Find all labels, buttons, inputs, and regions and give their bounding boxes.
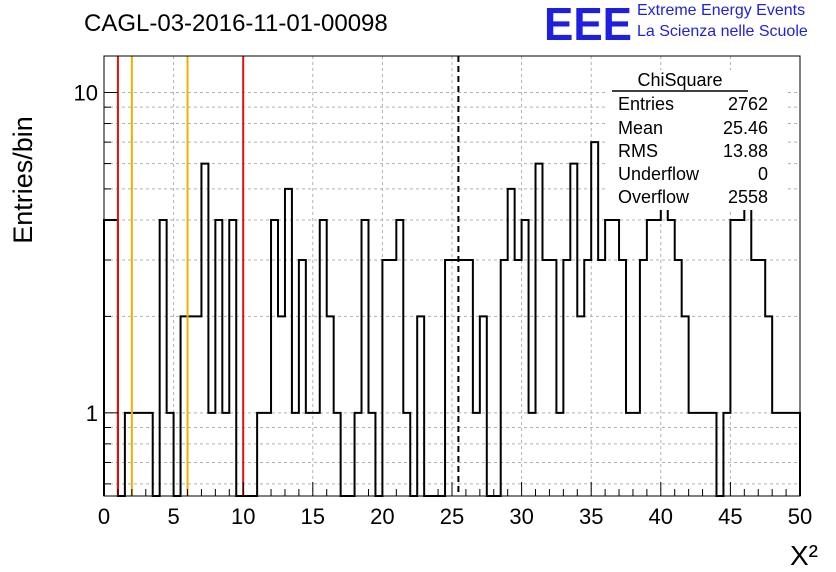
x-tick-label: 20 bbox=[370, 504, 394, 529]
histogram-outline bbox=[103, 141, 801, 497]
histogram-bin bbox=[570, 164, 577, 496]
histogram-bin bbox=[661, 164, 668, 496]
histogram-bin bbox=[445, 260, 452, 496]
histogram-bin bbox=[744, 189, 751, 496]
x-tick-label: 30 bbox=[509, 504, 533, 529]
histogram-bin bbox=[584, 260, 591, 496]
histogram-bin bbox=[536, 164, 543, 496]
x-tick-label: 15 bbox=[301, 504, 325, 529]
stats-label-mean: Mean bbox=[618, 118, 663, 138]
stats-value-mean: 25.46 bbox=[723, 118, 768, 138]
histogram-bin bbox=[466, 260, 473, 496]
x-tick-label: 10 bbox=[231, 504, 255, 529]
stats-value-underflow: 0 bbox=[758, 164, 768, 184]
histogram-bin bbox=[591, 142, 598, 496]
stats-label-overflow: Overflow bbox=[618, 187, 690, 207]
histogram-bin bbox=[111, 220, 118, 496]
histogram-series bbox=[103, 141, 801, 497]
histogram-bin bbox=[188, 316, 195, 496]
logo-line-2: La Scienza nelle Scuole bbox=[637, 23, 808, 40]
histogram-bin bbox=[522, 220, 529, 496]
histogram-bin bbox=[758, 260, 765, 496]
x-tick-label: 45 bbox=[718, 504, 742, 529]
y-tick-label: 1 bbox=[86, 401, 98, 426]
histogram-bin bbox=[271, 220, 278, 496]
histogram-bin bbox=[417, 316, 424, 496]
stats-value-overflow: 2558 bbox=[728, 187, 768, 207]
histogram-bin bbox=[181, 316, 188, 496]
histogram-bin bbox=[327, 316, 334, 496]
histogram-bin bbox=[751, 260, 758, 496]
histogram-bin bbox=[362, 220, 369, 496]
histogram-bin bbox=[480, 316, 487, 496]
histogram-bin bbox=[320, 220, 327, 496]
histogram-bin bbox=[765, 316, 772, 496]
histogram-bin bbox=[382, 260, 389, 496]
histogram-bin bbox=[396, 220, 403, 496]
histogram-bin bbox=[508, 189, 515, 496]
y-axis-label: Entries/bin bbox=[8, 116, 38, 244]
chart-title: CAGL-03-2016-11-01-00098 bbox=[84, 10, 388, 37]
histogram-bin bbox=[577, 316, 584, 496]
histogram-bin bbox=[278, 316, 285, 496]
histogram-bin bbox=[194, 316, 201, 496]
histogram-bin bbox=[201, 164, 208, 496]
histogram-bin bbox=[160, 220, 167, 496]
histogram-bin bbox=[737, 220, 744, 496]
y-tick-label: 10 bbox=[74, 80, 98, 105]
histogram-bin bbox=[640, 260, 647, 496]
stats-value-entries: 2762 bbox=[728, 94, 768, 114]
logo-line-1: Extreme Energy Events bbox=[637, 2, 806, 19]
x-tick-label: 25 bbox=[440, 504, 464, 529]
histogram-bin bbox=[549, 260, 556, 496]
histogram-bin bbox=[598, 260, 605, 496]
histogram-bin bbox=[501, 260, 508, 496]
histogram-bin bbox=[730, 220, 737, 496]
stats-value-rms: 13.88 bbox=[723, 141, 768, 161]
histogram-bin bbox=[619, 260, 626, 496]
x-axis: 0 5 10 15 20 25 30 35 40 45 50 bbox=[98, 482, 812, 529]
stats-box-bg bbox=[608, 70, 788, 210]
histogram-bin bbox=[285, 189, 292, 496]
histogram-bin bbox=[668, 220, 675, 496]
x-tick-label: 40 bbox=[649, 504, 673, 529]
y-axis: 1 10 bbox=[74, 80, 118, 485]
histogram-bin bbox=[612, 220, 619, 496]
histogram-bin bbox=[675, 260, 682, 496]
histogram-bin bbox=[104, 220, 111, 496]
stats-box: ChiSquare Entries 2762 Mean 25.46 RMS 13… bbox=[608, 70, 788, 210]
histogram-bin bbox=[299, 260, 306, 496]
x-tick-label: 35 bbox=[579, 504, 603, 529]
histogram-bin bbox=[605, 220, 612, 496]
histogram-bin bbox=[563, 260, 570, 496]
histogram-bin bbox=[647, 220, 654, 496]
histogram-bin bbox=[654, 220, 661, 496]
histogram-bin bbox=[542, 260, 549, 496]
stats-label-entries: Entries bbox=[618, 94, 674, 114]
histogram-bin bbox=[215, 220, 222, 496]
marker-lines bbox=[116, 56, 460, 496]
x-tick-label: 5 bbox=[167, 504, 179, 529]
histogram-bin bbox=[515, 260, 522, 496]
stats-box-title: ChiSquare bbox=[637, 70, 722, 90]
histogram-bin bbox=[459, 260, 466, 496]
x-tick-label: 50 bbox=[788, 504, 812, 529]
x-tick-label: 0 bbox=[98, 504, 110, 529]
eee-logo: EEE bbox=[544, 0, 632, 46]
histogram-bin bbox=[229, 220, 236, 496]
stats-label-rms: RMS bbox=[618, 141, 658, 161]
histogram-bin bbox=[682, 316, 689, 496]
histogram-bin bbox=[389, 260, 396, 496]
x-axis-label: X² bbox=[790, 540, 818, 571]
eee-logo-mark: EEE bbox=[544, 0, 632, 46]
stats-label-underflow: Underflow bbox=[618, 164, 700, 184]
